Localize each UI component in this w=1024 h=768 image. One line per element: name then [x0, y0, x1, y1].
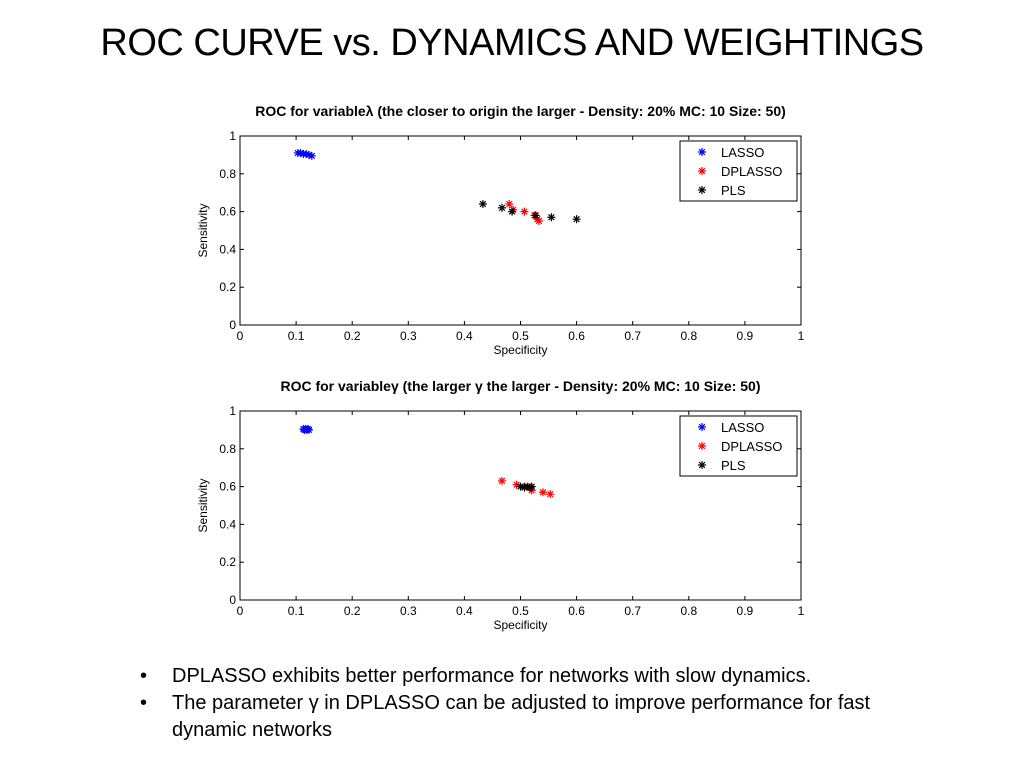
- data-point-pls: [478, 200, 487, 209]
- data-point-dplasso: [497, 476, 506, 485]
- data-point-pls: [527, 482, 536, 491]
- y-tick-label: 0.4: [219, 242, 236, 256]
- x-tick-label: 0.9: [737, 604, 754, 618]
- legend-marker-pls: [698, 461, 706, 469]
- legend-label: LASSO: [721, 145, 764, 160]
- y-tick-label: 0.2: [219, 280, 236, 294]
- x-tick-label: 0.4: [456, 604, 473, 618]
- x-tick-label: 0.3: [400, 604, 417, 618]
- x-tick-label: 0.7: [624, 604, 641, 618]
- y-tick-label: 0.8: [219, 167, 236, 181]
- x-tick-label: 0.1: [288, 329, 305, 343]
- y-tick-label: 0.6: [219, 205, 236, 219]
- data-point-dplasso: [520, 207, 529, 216]
- x-tick-label: 0.9: [737, 329, 754, 343]
- data-point-dplasso: [538, 488, 547, 497]
- bullet-item: The parameter γ in DPLASSO can be adjust…: [140, 690, 940, 744]
- x-tick-label: 0.6: [568, 329, 585, 343]
- x-tick-label: 0.3: [400, 329, 417, 343]
- bullet-list: DPLASSO exhibits better performance for …: [140, 663, 940, 744]
- roc-gamma-chart: ROC for variableγ (the larger γ the larg…: [196, 378, 805, 632]
- data-point-lasso: [307, 151, 316, 160]
- x-tick-label: 0.1: [288, 604, 305, 618]
- data-point-pls: [547, 213, 556, 222]
- chart-title: ROC for variableγ (the larger γ the larg…: [280, 378, 760, 394]
- data-point-pls: [497, 203, 506, 212]
- roc-lambda-chart: ROC for variableλ (the closer to origin …: [196, 103, 805, 357]
- y-tick-label: 1: [229, 404, 236, 418]
- x-tick-label: 1: [798, 329, 805, 343]
- data-point-pls: [531, 211, 540, 220]
- x-tick-label: 0.2: [344, 604, 361, 618]
- x-tick-label: 0.2: [344, 329, 361, 343]
- legend-label: DPLASSO: [721, 164, 782, 179]
- legend-marker-dplasso: [698, 442, 706, 450]
- chart-legend: LASSO DPLASSO PLS: [679, 140, 798, 202]
- y-tick-label: 0: [229, 318, 236, 332]
- x-tick-label: 0.8: [680, 604, 697, 618]
- y-tick-label: 1: [229, 129, 236, 143]
- data-point-pls: [572, 215, 581, 224]
- x-tick-label: 0.5: [512, 604, 529, 618]
- data-point-dplasso: [535, 217, 544, 226]
- data-point-lasso: [305, 425, 313, 434]
- x-tick-label: 0.5: [512, 329, 529, 343]
- data-point-dplasso: [505, 200, 514, 209]
- x-tick-label: 0.8: [680, 329, 697, 343]
- legend-label: PLS: [721, 183, 746, 198]
- legend-marker-dplasso: [698, 167, 706, 175]
- legend-label: DPLASSO: [721, 439, 782, 454]
- x-tick-label: 0.7: [624, 329, 641, 343]
- legend-marker-lasso: [698, 423, 706, 431]
- bullet-item: DPLASSO exhibits better performance for …: [140, 663, 940, 690]
- y-tick-label: 0.2: [219, 555, 236, 569]
- y-tick-label: 0.6: [219, 480, 236, 494]
- y-tick-label: 0.8: [219, 442, 236, 456]
- x-axis-label: Specificity: [493, 618, 547, 632]
- chart-legend: LASSO DPLASSO PLS: [679, 415, 798, 477]
- y-axis-label: Sensitivity: [196, 478, 210, 532]
- legend-label: PLS: [721, 458, 746, 473]
- slide-title: ROC CURVE vs. DYNAMICS AND WEIGHTINGS: [100, 22, 924, 64]
- data-point-dplasso: [546, 490, 555, 499]
- y-tick-label: 0: [229, 593, 236, 607]
- x-tick-label: 0.4: [456, 329, 473, 343]
- chart-title: ROC for variableλ (the closer to origin …: [255, 103, 786, 119]
- data-point-pls: [508, 207, 517, 216]
- legend-marker-pls: [698, 186, 706, 194]
- legend-label: LASSO: [721, 420, 764, 435]
- y-axis-label: Sensitivity: [196, 203, 210, 257]
- x-tick-label: 0.6: [568, 604, 585, 618]
- x-tick-label: 0: [237, 329, 244, 343]
- y-tick-label: 0.4: [219, 517, 236, 531]
- x-tick-label: 0: [237, 604, 244, 618]
- x-axis-label: Specificity: [493, 343, 547, 357]
- legend-marker-lasso: [698, 148, 706, 156]
- x-tick-label: 1: [798, 604, 805, 618]
